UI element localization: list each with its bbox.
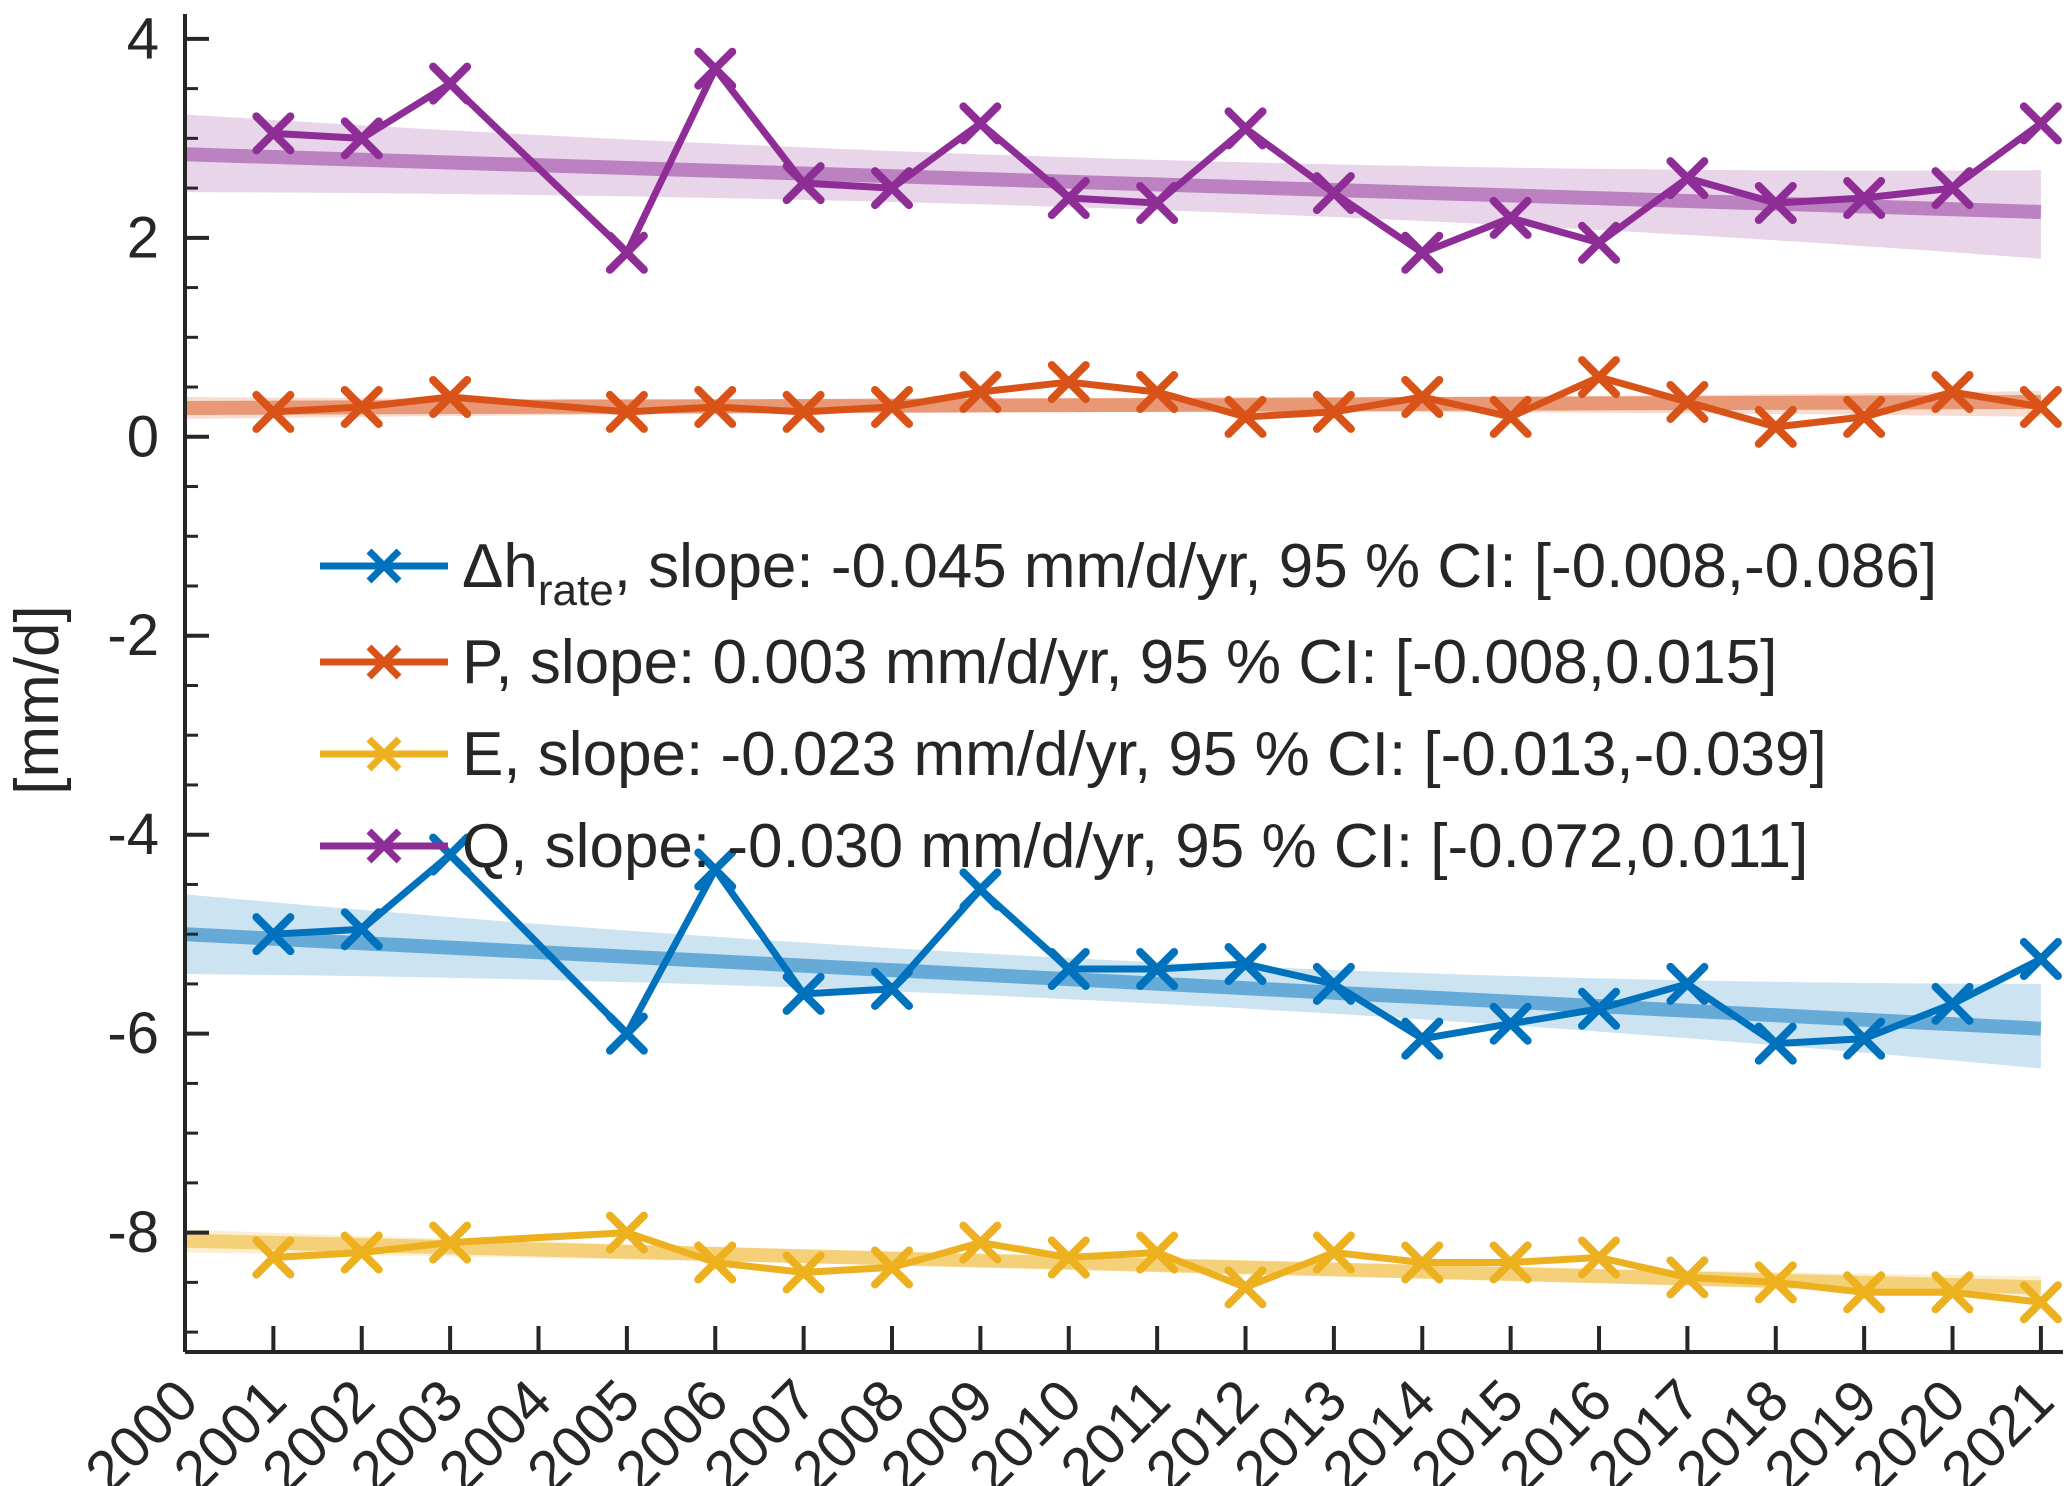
legend: Δhrate, slope: -0.045 mm/d/yr, 95 % CI: … bbox=[320, 532, 1937, 881]
y-tick-label: -2 bbox=[107, 603, 159, 668]
data-line-E bbox=[269, 1229, 2045, 1306]
legend-marker-E bbox=[366, 736, 402, 772]
legend-marker-dh-rate bbox=[366, 548, 402, 584]
trend-line-dh_rate bbox=[184, 927, 2042, 1036]
data-markers-dh_rate bbox=[252, 833, 2062, 1065]
legend-item-Q: Q, slope: -0.030 mm/d/yr, 95 % CI: [-0.0… bbox=[320, 812, 1808, 881]
data-markers-E bbox=[252, 1211, 2062, 1324]
legend-item-E: E, slope: -0.023 mm/d/yr, 95 % CI: [-0.0… bbox=[320, 720, 1827, 789]
legend-label-P: P, slope: 0.003 mm/d/yr, 95 % CI: [-0.00… bbox=[462, 628, 1777, 697]
trend-line-P bbox=[184, 394, 2041, 415]
y-axis-label: [mm/d] bbox=[3, 605, 72, 794]
legend-label-Q: Q, slope: -0.030 mm/d/yr, 95 % CI: [-0.0… bbox=[462, 812, 1808, 881]
legend-label-dh-rate: Δhrate, slope: -0.045 mm/d/yr, 95 % CI: … bbox=[462, 532, 1937, 615]
data-markers-P bbox=[252, 356, 2062, 448]
data-line-Q bbox=[269, 65, 2045, 257]
trend-lines-layer bbox=[184, 147, 2042, 1295]
data-markers-Q bbox=[252, 47, 2062, 274]
trend-line-Q bbox=[184, 147, 2042, 219]
y-tick-label: -8 bbox=[107, 1200, 159, 1265]
legend-marker-Q bbox=[366, 828, 402, 864]
y-tick-label: 4 bbox=[127, 6, 159, 71]
ci-bands-layer bbox=[185, 114, 2041, 1298]
y-tick-label: -6 bbox=[107, 1001, 159, 1066]
y-tick-label: 2 bbox=[127, 205, 159, 270]
data-line-P bbox=[269, 373, 2045, 431]
legend-marker-P bbox=[366, 644, 402, 680]
data-series-layer bbox=[252, 47, 2062, 1324]
legend-item-dh-rate: Δhrate, slope: -0.045 mm/d/yr, 95 % CI: … bbox=[320, 532, 1937, 615]
legend-item-P: P, slope: 0.003 mm/d/yr, 95 % CI: [-0.00… bbox=[320, 628, 1777, 697]
y-tick-label: -4 bbox=[107, 802, 159, 867]
y-tick-label: 0 bbox=[127, 404, 159, 469]
legend-label-E: E, slope: -0.023 mm/d/yr, 95 % CI: [-0.0… bbox=[462, 720, 1827, 789]
